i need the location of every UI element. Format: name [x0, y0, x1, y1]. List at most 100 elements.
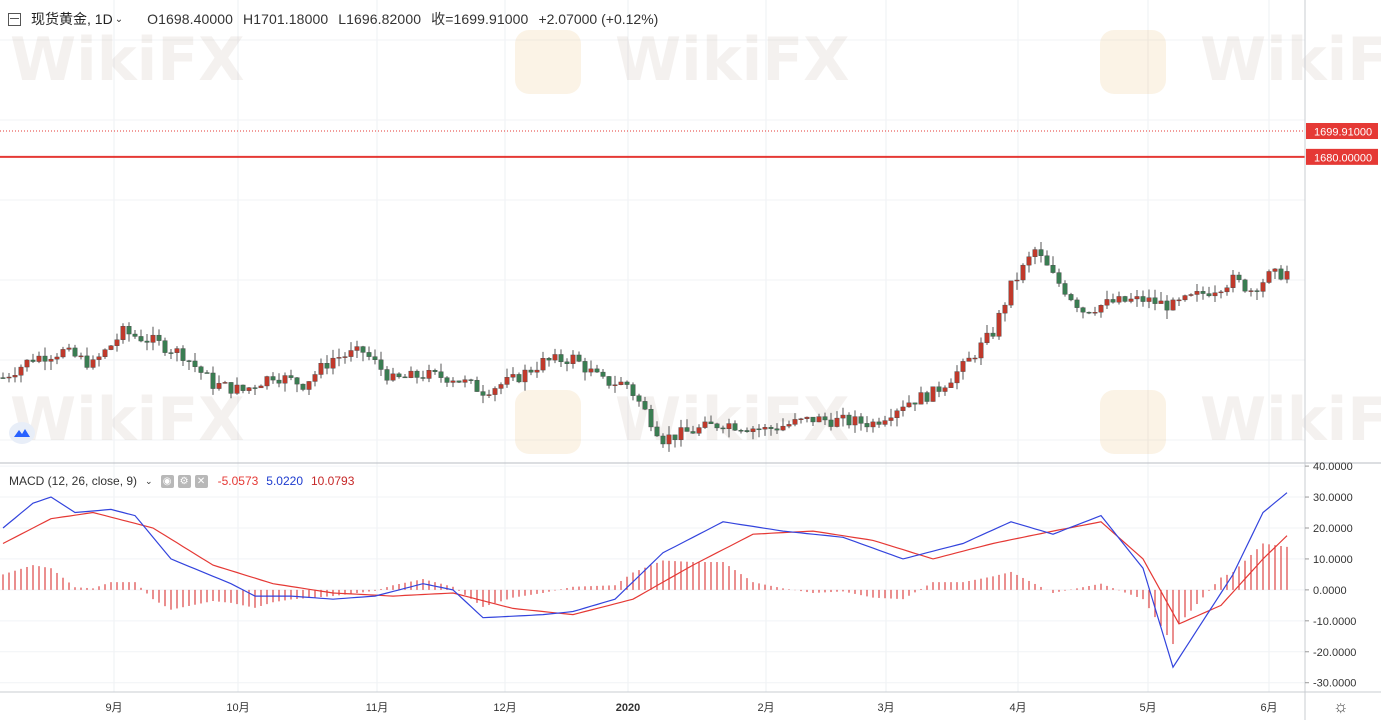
candle-body — [702, 421, 708, 428]
candle-body — [642, 401, 648, 410]
candle-body — [498, 384, 504, 389]
candle-body — [270, 376, 276, 381]
histogram-value: 10.0793 — [311, 474, 355, 488]
candle-body — [1236, 274, 1242, 281]
candle-body — [1152, 297, 1158, 304]
candle-body — [534, 369, 540, 373]
candle-body — [714, 423, 720, 429]
last-price-label: 1699.91000 — [1314, 127, 1372, 139]
candle-body — [396, 373, 402, 378]
candle-body — [252, 387, 258, 389]
settings-gear-icon[interactable]: ☼ — [1333, 697, 1349, 716]
candle-body — [6, 376, 12, 379]
candle-body — [840, 414, 846, 419]
candle-body — [264, 376, 270, 387]
candle-body — [720, 427, 726, 430]
candle-body — [162, 340, 168, 353]
candle-body — [192, 360, 198, 367]
candle-body — [54, 356, 60, 360]
macd-title[interactable]: MACD (12, 26, close, 9) — [9, 474, 138, 488]
time-axis-label: 10月 — [226, 702, 249, 714]
candle-body — [1062, 283, 1068, 295]
candle-body — [846, 414, 852, 426]
candle-body — [744, 430, 750, 432]
candle-body — [612, 384, 618, 386]
time-axis-label: 3月 — [877, 702, 894, 714]
candle-body — [900, 406, 906, 411]
candle-body — [474, 379, 480, 392]
candle-body — [414, 370, 420, 378]
candle-body — [360, 346, 366, 353]
candle-body — [1026, 256, 1032, 266]
candle-body — [786, 424, 792, 427]
chevron-down-icon[interactable]: ⌄ — [145, 475, 153, 486]
candle-body — [312, 374, 318, 382]
candle-body — [222, 382, 228, 384]
watermark-text: WikiFX — [615, 25, 849, 95]
candlestick-series — [0, 130, 1305, 452]
candle-body — [444, 377, 450, 383]
candle-body — [690, 431, 696, 434]
candle-body — [942, 387, 948, 392]
candle-body — [84, 355, 90, 368]
candle-body — [108, 345, 114, 350]
candle-body — [210, 372, 216, 389]
candle-body — [1092, 312, 1098, 314]
candle-body — [1272, 268, 1278, 272]
candle-body — [318, 363, 324, 375]
candle-body — [1146, 297, 1152, 302]
candle-body — [810, 416, 816, 423]
candle-body — [1194, 291, 1200, 295]
watermark-text: WikiFX — [1200, 385, 1381, 455]
macd-tick-label: -20.0000 — [1313, 647, 1356, 659]
visibility-icon[interactable]: ◉ — [160, 474, 174, 488]
candle-body — [996, 312, 1002, 337]
candle-body — [882, 420, 888, 425]
candle-body — [1050, 265, 1056, 273]
candle-body — [606, 376, 612, 386]
candle-body — [528, 369, 534, 373]
candle-body — [180, 348, 186, 361]
watermark-logo — [515, 390, 581, 454]
macd-tick-label: -10.0000 — [1313, 616, 1356, 628]
open-value: O1698.40000 — [147, 11, 234, 27]
candle-body — [1164, 300, 1170, 311]
candle-body — [828, 419, 834, 427]
candle-body — [78, 355, 84, 358]
candle-body — [522, 369, 528, 383]
change-value: +2.07000 (+0.12%) — [538, 11, 659, 27]
candle-body — [888, 417, 894, 421]
candle-body — [540, 358, 546, 371]
candle-body — [102, 349, 108, 357]
candle-body — [174, 348, 180, 353]
symbol-header: 现货黄金, 1D ⌄ O1698.40000 H1701.18000 L1696… — [8, 8, 658, 30]
candle-body — [1002, 304, 1008, 314]
tv-logo-icon[interactable] — [9, 422, 35, 444]
candle-body — [1080, 307, 1086, 313]
candle-body — [378, 359, 384, 370]
chevron-down-icon[interactable]: ⌄ — [114, 13, 124, 25]
candle-body — [1212, 292, 1218, 297]
candle-body — [732, 423, 738, 431]
candle-body — [666, 434, 672, 445]
symbol-title[interactable]: 现货黄金, 1D — [31, 11, 113, 27]
watermark-text: WikiFX — [1200, 25, 1381, 95]
candle-body — [876, 421, 882, 425]
candle-body — [582, 361, 588, 373]
settings-icon[interactable]: ⚙ — [177, 474, 191, 488]
candle-body — [300, 383, 306, 390]
candle-body — [48, 358, 54, 362]
candle-body — [330, 357, 336, 369]
candle-body — [450, 380, 456, 383]
candle-body — [354, 346, 360, 351]
collapse-icon[interactable] — [8, 12, 21, 26]
candle-body — [780, 425, 786, 431]
candle-body — [1254, 290, 1260, 292]
grid-lines — [0, 0, 1305, 692]
candle-body — [858, 416, 864, 424]
close-icon[interactable]: ✕ — [194, 474, 208, 488]
candle-body — [1266, 271, 1272, 283]
candle-body — [768, 427, 774, 429]
candle-body — [1008, 280, 1014, 306]
